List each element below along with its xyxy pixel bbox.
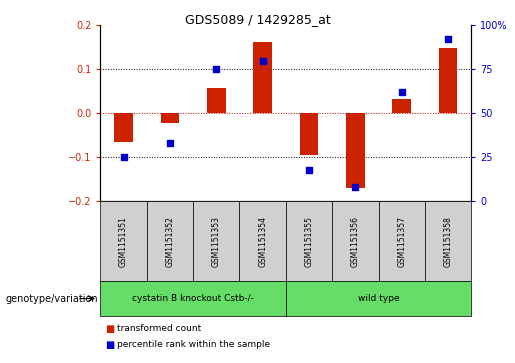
Bar	[425, 201, 471, 281]
Bar	[100, 201, 147, 281]
Point	[305, 167, 313, 173]
Text: GSM1151351: GSM1151351	[119, 216, 128, 267]
Bar	[207, 88, 226, 113]
Point	[398, 89, 406, 95]
Bar	[286, 201, 332, 281]
Text: transformed count: transformed count	[117, 324, 201, 333]
Bar	[286, 281, 471, 316]
Bar	[147, 201, 193, 281]
Text: wild type: wild type	[358, 294, 399, 303]
Point	[212, 66, 220, 72]
Text: GSM1151355: GSM1151355	[304, 216, 314, 267]
Text: GSM1151354: GSM1151354	[258, 216, 267, 267]
Point	[259, 58, 267, 64]
Text: genotype/variation: genotype/variation	[5, 294, 98, 303]
Bar	[392, 99, 411, 113]
Point	[119, 155, 128, 160]
Text: GSM1151357: GSM1151357	[397, 216, 406, 267]
Bar	[100, 281, 286, 316]
Bar	[239, 201, 286, 281]
Bar	[346, 113, 365, 188]
Point	[166, 140, 174, 146]
Text: GSM1151353: GSM1151353	[212, 216, 221, 267]
Text: GSM1151352: GSM1151352	[165, 216, 175, 267]
Bar	[300, 113, 318, 155]
Text: GDS5089 / 1429285_at: GDS5089 / 1429285_at	[184, 13, 331, 26]
Point	[444, 37, 452, 42]
Text: GSM1151356: GSM1151356	[351, 216, 360, 267]
Text: GSM1151358: GSM1151358	[443, 216, 453, 267]
Bar	[439, 48, 457, 113]
Bar	[379, 201, 425, 281]
Point	[351, 184, 359, 190]
Text: ■: ■	[106, 340, 115, 350]
Bar	[253, 42, 272, 113]
Bar	[161, 113, 179, 123]
Text: ■: ■	[106, 323, 115, 334]
Bar	[114, 113, 133, 142]
Bar	[332, 201, 379, 281]
Text: cystatin B knockout Cstb-/-: cystatin B knockout Cstb-/-	[132, 294, 254, 303]
Bar	[193, 201, 239, 281]
Text: percentile rank within the sample: percentile rank within the sample	[117, 340, 270, 349]
